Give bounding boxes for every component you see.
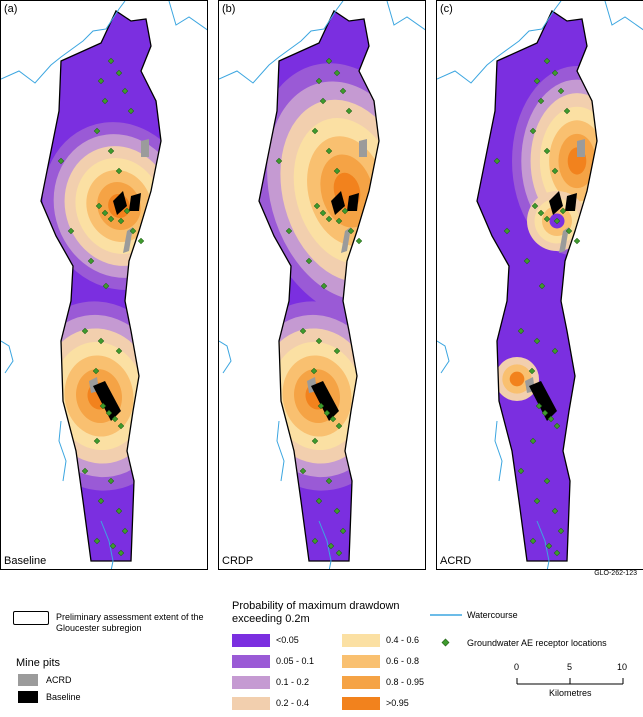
class-swatch <box>232 634 270 647</box>
panel-caption: CRDP <box>222 555 254 567</box>
class-label: 0.4 - 0.6 <box>386 635 420 645</box>
receptor-label: Groundwater AE receptor locations <box>467 638 607 648</box>
watercourse-icon <box>430 614 462 616</box>
watercourse-label: Watercourse <box>467 610 518 620</box>
panel-caption: Baseline <box>4 555 47 567</box>
probability-title: Probability of maximum drawdown exceedin… <box>232 600 400 625</box>
class-swatch <box>342 676 380 689</box>
class-swatch <box>232 676 270 689</box>
class-swatch <box>232 655 270 668</box>
class-swatch <box>342 634 380 647</box>
map-baseline <box>1 1 207 569</box>
receptor-icon <box>441 638 450 647</box>
panel-letter: (b) <box>222 3 236 15</box>
mine-pits-title: Mine pits <box>16 657 61 669</box>
panel-caption: ACRD <box>440 555 472 567</box>
figure-code: GLO-262-123 <box>594 570 637 577</box>
class-swatch <box>342 697 380 710</box>
map-panel-acrd: (c) ACRD <box>436 0 643 570</box>
scale-bar <box>516 678 624 685</box>
panel-letter: (c) <box>440 3 453 15</box>
map-panel-baseline: (a) Baseline <box>0 0 208 570</box>
class-label: 0.2 - 0.4 <box>276 698 310 708</box>
acrd-pit-label: ACRD <box>46 675 72 685</box>
class-label: 0.8 - 0.95 <box>386 677 425 687</box>
baseline-pit-label: Baseline <box>46 692 81 702</box>
acrd-pit-swatch <box>18 674 38 686</box>
map-crdp <box>219 1 425 569</box>
class-label: <0.05 <box>276 635 299 645</box>
class-label: >0.95 <box>386 698 409 708</box>
scale-unit: Kilometres <box>549 688 592 698</box>
class-label: 0.1 - 0.2 <box>276 677 310 687</box>
map-acrd <box>437 1 643 569</box>
class-swatch <box>232 697 270 710</box>
class-label: 0.05 - 0.1 <box>276 656 315 666</box>
scale-tick-10: 10 <box>617 662 628 672</box>
scale-tick-0: 0 <box>514 662 520 672</box>
map-panel-crdp: (b) CRDP <box>218 0 426 570</box>
baseline-pit-swatch <box>18 691 38 703</box>
class-label: 0.6 - 0.8 <box>386 656 420 666</box>
class-swatch <box>342 655 380 668</box>
extent-swatch <box>13 611 49 625</box>
extent-label: Preliminary assessment extent of the Glo… <box>56 612 204 633</box>
panel-letter: (a) <box>4 3 18 15</box>
scale-tick-5: 5 <box>567 662 573 672</box>
